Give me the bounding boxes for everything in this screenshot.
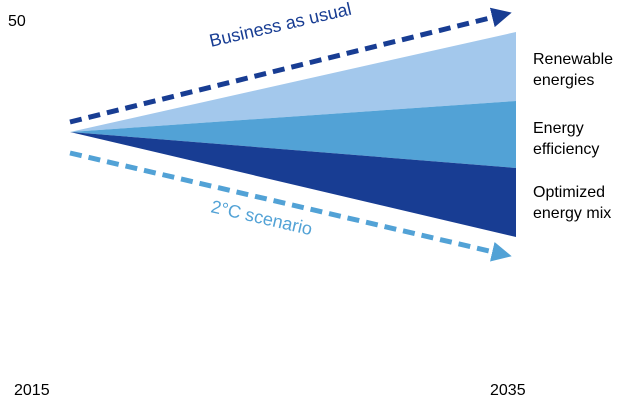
wedge-energy-efficiency: [70, 101, 516, 168]
legend-label-renewable-line2: energies: [533, 72, 594, 89]
y-axis-tick-label: 50: [8, 13, 26, 30]
x-axis-tick-label-start: 2015: [14, 382, 50, 399]
legend-label-optimized-energy-mix: Optimized energy mix: [533, 184, 611, 222]
wedge-optimized-energy-mix: [70, 132, 516, 237]
legend-label-efficiency-line2: efficiency: [533, 141, 599, 158]
legend-label-renewable-energies: Renewable energies: [533, 51, 618, 89]
x-axis-tick-label-end: 2035: [490, 382, 526, 399]
legend-label-optimized-line2: energy mix: [533, 205, 611, 222]
two-degree-scenario-arrow: [69, 150, 512, 262]
business-as-usual-arrow: [69, 7, 512, 125]
wedge-renewable-energies: [70, 32, 516, 132]
legend-label-optimized-line1: Optimized: [533, 184, 605, 201]
legend-label-efficiency-line1: Energy: [533, 120, 584, 137]
two-degree-scenario-label: 2°C scenario: [209, 196, 314, 239]
legend-label-renewable-line1: Renewable: [533, 51, 613, 68]
business-as-usual-label: Business as usual: [207, 0, 353, 51]
legend-label-energy-efficiency: Energy efficiency: [533, 120, 599, 158]
